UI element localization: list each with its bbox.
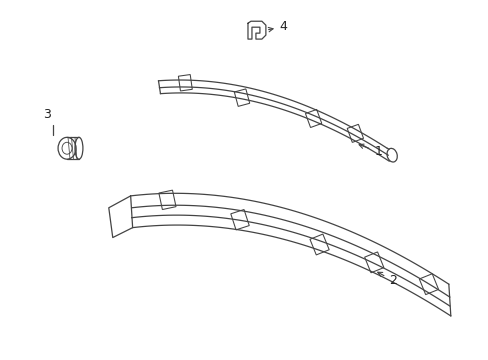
Bar (346, 124, 363, 143)
Bar (364, 252, 383, 273)
Text: 2: 2 (377, 272, 396, 287)
Bar (159, 190, 176, 210)
Bar (419, 274, 438, 294)
Bar (309, 234, 328, 255)
Text: 3: 3 (43, 108, 51, 121)
Text: 1: 1 (358, 144, 381, 158)
Bar (178, 75, 192, 91)
Bar (234, 89, 249, 106)
Text: 4: 4 (268, 20, 287, 33)
Bar (305, 109, 321, 127)
Bar (230, 210, 249, 230)
